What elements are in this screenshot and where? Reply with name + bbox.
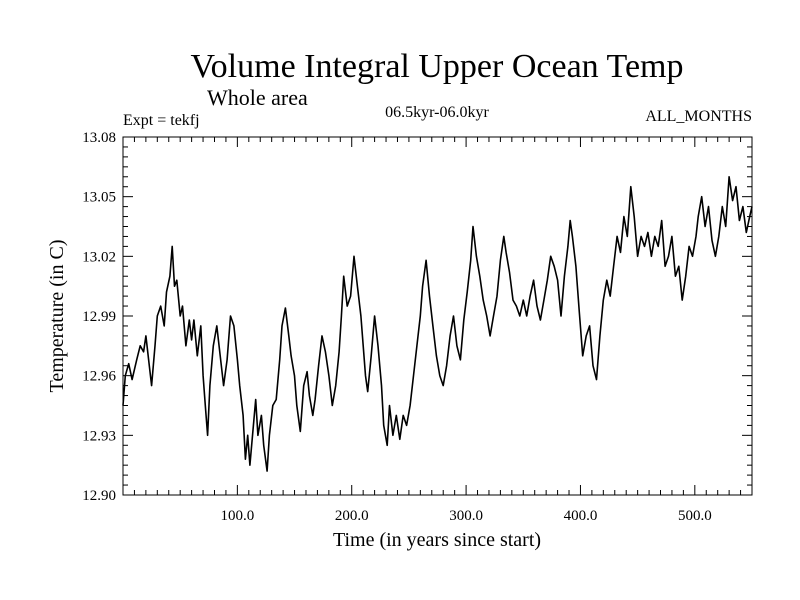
x-tick-label: 100.0 [220, 508, 254, 524]
chart-title: Volume Integral Upper Ocean Temp [191, 48, 684, 85]
y-axis-label: Temperature (in C) [46, 240, 68, 393]
x-tick-label: 200.0 [335, 508, 369, 524]
expt-label: Expt = tekfj [123, 112, 200, 129]
y-tick-label: 12.90 [82, 488, 116, 504]
y-tick-label: 13.05 [82, 190, 116, 206]
x-tick-label: 300.0 [449, 508, 483, 524]
y-tick-label: 13.02 [82, 249, 116, 265]
plot-frame [122, 136, 753, 496]
x-axis-label: Time (in years since start) [333, 529, 541, 551]
y-tick-label: 12.99 [82, 309, 116, 325]
series-line-tekfj [122, 176, 753, 472]
y-tick-label: 12.96 [82, 369, 116, 385]
months-label: ALL_MONTHS [645, 108, 752, 125]
y-tick-label: 13.08 [82, 130, 116, 146]
chart-subtitle: Whole area [207, 85, 308, 110]
x-tick-label: 400.0 [564, 508, 598, 524]
period-label: 06.5kyr-06.0kyr [385, 104, 489, 121]
y-tick-label: 12.93 [82, 428, 116, 444]
x-tick-label: 500.0 [678, 508, 712, 524]
